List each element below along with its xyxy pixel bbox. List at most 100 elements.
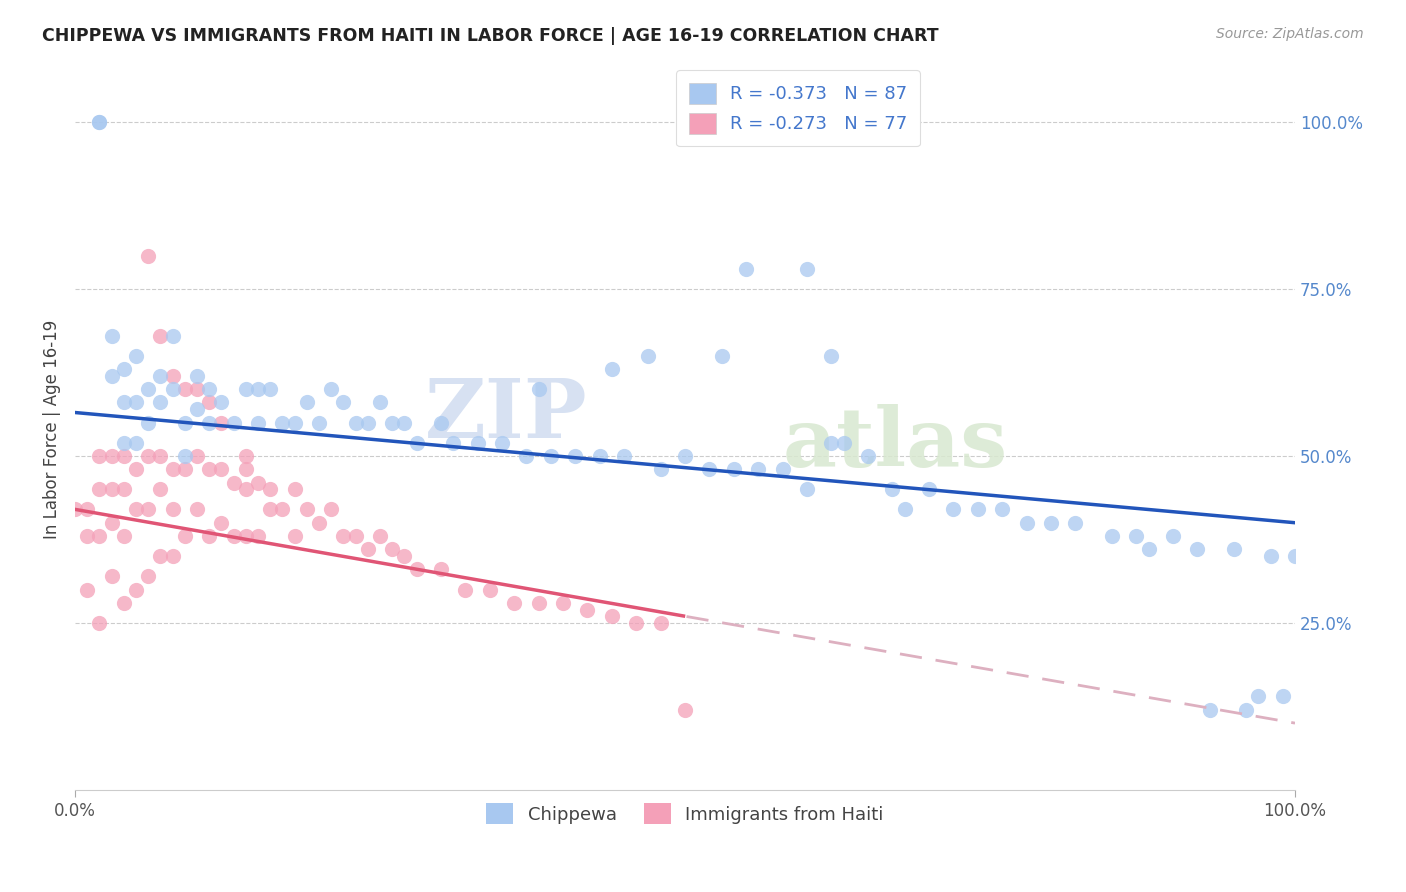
Point xyxy=(1223,542,1246,557)
Point xyxy=(136,382,159,396)
Point xyxy=(186,382,208,396)
Point xyxy=(1284,549,1306,563)
Point xyxy=(173,462,195,476)
Point xyxy=(100,328,122,343)
Point xyxy=(540,449,562,463)
Point xyxy=(624,615,647,630)
Point xyxy=(405,435,427,450)
Point xyxy=(966,502,988,516)
Point xyxy=(100,483,122,497)
Point xyxy=(162,328,184,343)
Point xyxy=(186,368,208,383)
Point xyxy=(271,502,294,516)
Point xyxy=(112,435,135,450)
Point xyxy=(820,435,842,450)
Point xyxy=(89,449,111,463)
Point xyxy=(576,602,599,616)
Point xyxy=(491,435,513,450)
Point xyxy=(515,449,537,463)
Point xyxy=(112,483,135,497)
Point xyxy=(209,416,232,430)
Point xyxy=(173,416,195,430)
Point xyxy=(112,596,135,610)
Point xyxy=(136,502,159,516)
Point xyxy=(173,529,195,543)
Point xyxy=(235,529,257,543)
Point xyxy=(796,261,818,276)
Point xyxy=(600,609,623,624)
Point xyxy=(588,449,610,463)
Point xyxy=(796,483,818,497)
Point xyxy=(454,582,477,597)
Point xyxy=(405,562,427,576)
Point xyxy=(613,449,636,463)
Point xyxy=(368,395,391,409)
Point xyxy=(162,368,184,383)
Point xyxy=(478,582,501,597)
Point xyxy=(564,449,586,463)
Point xyxy=(186,449,208,463)
Point xyxy=(112,395,135,409)
Point xyxy=(136,248,159,262)
Point xyxy=(467,435,489,450)
Point xyxy=(1234,703,1257,717)
Point xyxy=(284,529,307,543)
Point xyxy=(1161,529,1184,543)
Point xyxy=(76,529,98,543)
Point xyxy=(162,502,184,516)
Point xyxy=(394,549,416,563)
Point xyxy=(1137,542,1160,557)
Point xyxy=(235,462,257,476)
Point xyxy=(209,395,232,409)
Point xyxy=(112,362,135,376)
Point xyxy=(551,596,574,610)
Point xyxy=(357,416,380,430)
Point xyxy=(149,368,172,383)
Point xyxy=(259,382,281,396)
Point xyxy=(284,416,307,430)
Point xyxy=(125,395,148,409)
Point xyxy=(149,549,172,563)
Point xyxy=(162,382,184,396)
Point xyxy=(893,502,915,516)
Point xyxy=(247,529,270,543)
Point xyxy=(772,462,794,476)
Point xyxy=(1040,516,1063,530)
Point xyxy=(1101,529,1123,543)
Point xyxy=(394,416,416,430)
Point xyxy=(162,549,184,563)
Point xyxy=(344,529,367,543)
Point xyxy=(918,483,941,497)
Point xyxy=(650,462,672,476)
Point xyxy=(136,449,159,463)
Point xyxy=(198,529,221,543)
Point xyxy=(149,449,172,463)
Point xyxy=(198,416,221,430)
Point xyxy=(162,462,184,476)
Point xyxy=(247,382,270,396)
Point xyxy=(235,483,257,497)
Point xyxy=(673,449,696,463)
Point xyxy=(173,449,195,463)
Point xyxy=(600,362,623,376)
Point xyxy=(186,402,208,417)
Point xyxy=(198,382,221,396)
Point xyxy=(149,328,172,343)
Point xyxy=(89,483,111,497)
Point xyxy=(125,502,148,516)
Point xyxy=(332,529,354,543)
Point xyxy=(259,502,281,516)
Point xyxy=(942,502,965,516)
Point xyxy=(76,582,98,597)
Y-axis label: In Labor Force | Age 16-19: In Labor Force | Age 16-19 xyxy=(44,319,60,539)
Point xyxy=(1015,516,1038,530)
Point xyxy=(100,516,122,530)
Point xyxy=(295,395,318,409)
Point xyxy=(125,349,148,363)
Point xyxy=(173,382,195,396)
Legend: Chippewa, Immigrants from Haiti: Chippewa, Immigrants from Haiti xyxy=(475,792,894,835)
Text: atlas: atlas xyxy=(783,404,1008,483)
Point xyxy=(735,261,758,276)
Point xyxy=(112,529,135,543)
Point xyxy=(321,502,343,516)
